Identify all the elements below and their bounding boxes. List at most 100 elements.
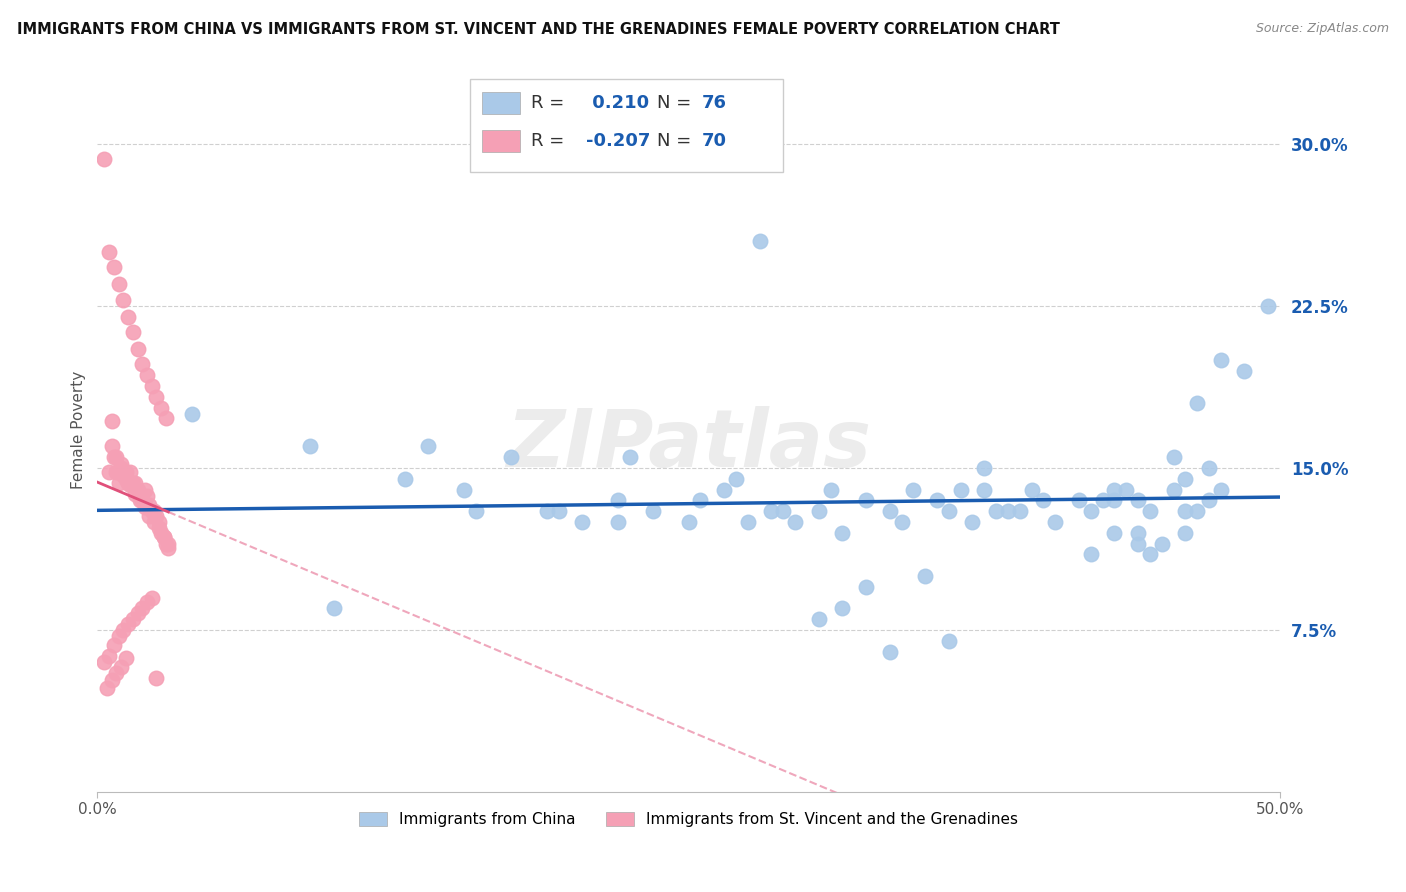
Point	[105, 450, 128, 465]
Point	[93, 152, 115, 166]
Point	[127, 483, 149, 497]
Point	[820, 483, 842, 497]
Text: R =: R =	[531, 95, 571, 112]
Point	[606, 515, 628, 529]
Point	[1209, 483, 1232, 497]
Point	[117, 310, 139, 324]
Point	[938, 504, 960, 518]
Point	[98, 648, 121, 663]
Point	[105, 466, 128, 480]
Point	[114, 472, 136, 486]
Point	[831, 525, 853, 540]
Point	[772, 504, 794, 518]
Point	[1209, 353, 1232, 368]
Point	[689, 493, 711, 508]
Text: R =: R =	[531, 132, 571, 150]
Bar	[470, 79, 783, 172]
Point	[831, 601, 853, 615]
Point	[643, 504, 665, 518]
Point	[152, 530, 174, 544]
Point	[1185, 396, 1208, 410]
Point	[1045, 515, 1067, 529]
Point	[903, 483, 925, 497]
Point	[1080, 548, 1102, 562]
Point	[152, 530, 174, 544]
Point	[98, 466, 121, 480]
Point	[148, 515, 170, 529]
Point	[973, 461, 995, 475]
Point	[879, 504, 901, 518]
Point	[855, 493, 877, 508]
Point	[103, 450, 125, 465]
Point	[129, 493, 152, 508]
Point	[1104, 483, 1126, 497]
Point	[103, 260, 125, 275]
Point	[724, 472, 747, 486]
Point	[157, 541, 180, 555]
Text: 0.210: 0.210	[586, 95, 650, 112]
Point	[150, 525, 173, 540]
Point	[155, 536, 177, 550]
Point	[1150, 536, 1173, 550]
Point	[1174, 525, 1197, 540]
Point	[713, 483, 735, 497]
Point	[131, 357, 153, 371]
Legend: Immigrants from China, Immigrants from St. Vincent and the Grenadines: Immigrants from China, Immigrants from S…	[352, 805, 1025, 835]
Point	[134, 500, 156, 514]
Point	[136, 368, 159, 383]
Point	[150, 401, 173, 415]
Point	[120, 478, 142, 492]
Point	[138, 508, 160, 523]
Point	[1198, 461, 1220, 475]
Point	[181, 407, 204, 421]
Point	[1163, 483, 1185, 497]
Point	[1080, 504, 1102, 518]
Point	[1185, 504, 1208, 518]
Point	[112, 623, 135, 637]
Point	[984, 504, 1007, 518]
Text: -0.207: -0.207	[586, 132, 650, 150]
Point	[155, 411, 177, 425]
Point	[121, 476, 143, 491]
Point	[131, 493, 153, 508]
Bar	[482, 93, 520, 114]
Point	[114, 466, 136, 480]
Point	[1115, 483, 1137, 497]
Point	[606, 493, 628, 508]
Point	[98, 245, 121, 260]
Point	[96, 681, 118, 696]
Point	[127, 343, 149, 357]
Point	[114, 651, 136, 665]
Point	[501, 450, 523, 465]
Point	[925, 493, 948, 508]
Point	[1174, 472, 1197, 486]
Text: ZIPatlas: ZIPatlas	[506, 406, 872, 483]
Point	[418, 439, 440, 453]
Point	[464, 504, 486, 518]
Point	[131, 601, 153, 615]
Point	[938, 633, 960, 648]
Point	[121, 612, 143, 626]
Point	[129, 487, 152, 501]
Point	[127, 606, 149, 620]
Point	[783, 515, 806, 529]
Point	[136, 489, 159, 503]
Point	[100, 439, 122, 453]
Y-axis label: Female Poverty: Female Poverty	[72, 371, 86, 490]
Text: IMMIGRANTS FROM CHINA VS IMMIGRANTS FROM ST. VINCENT AND THE GRENADINES FEMALE P: IMMIGRANTS FROM CHINA VS IMMIGRANTS FROM…	[17, 22, 1060, 37]
Point	[619, 450, 641, 465]
Point	[124, 487, 146, 501]
Point	[299, 439, 322, 453]
Point	[1126, 536, 1149, 550]
Point	[124, 476, 146, 491]
Point	[121, 325, 143, 339]
Point	[145, 508, 167, 523]
Point	[103, 638, 125, 652]
Point	[890, 515, 912, 529]
Point	[748, 234, 770, 248]
Point	[879, 644, 901, 658]
Point	[571, 515, 593, 529]
Point	[105, 666, 128, 681]
Point	[1139, 548, 1161, 562]
Text: 70: 70	[702, 132, 727, 150]
